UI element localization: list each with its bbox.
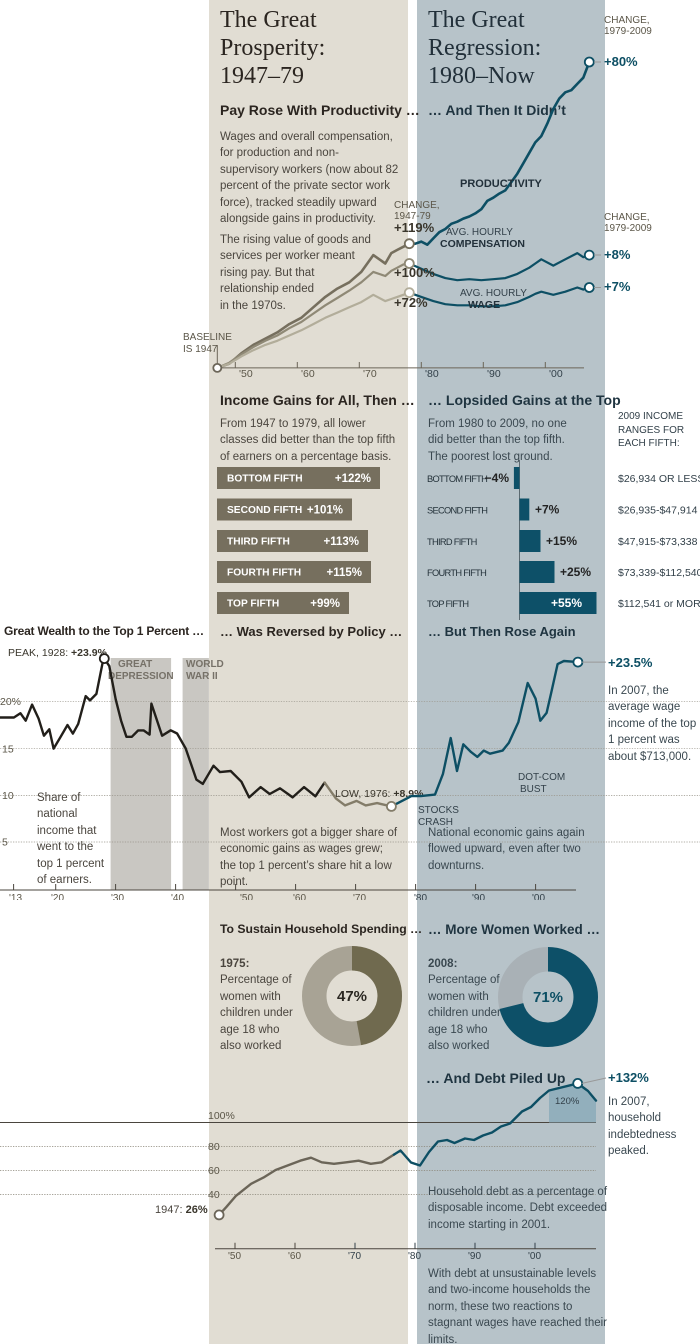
- svg-text:1947: 26%: 1947: 26%: [155, 1204, 208, 1216]
- svg-text:120%: 120%: [555, 1096, 580, 1107]
- svg-text:60: 60: [208, 1165, 220, 1177]
- svg-text:+132%: +132%: [608, 1070, 649, 1085]
- svg-text:'80: '80: [408, 1251, 421, 1260]
- svg-text:'60: '60: [288, 1251, 301, 1260]
- svg-text:'70: '70: [348, 1251, 361, 1260]
- svg-text:'00: '00: [528, 1251, 541, 1260]
- svg-text:40: 40: [208, 1189, 220, 1201]
- svg-text:80: 80: [208, 1141, 220, 1153]
- svg-text:100%: 100%: [208, 1110, 235, 1122]
- svg-text:'50: '50: [228, 1251, 241, 1260]
- svg-text:'90: '90: [468, 1251, 481, 1260]
